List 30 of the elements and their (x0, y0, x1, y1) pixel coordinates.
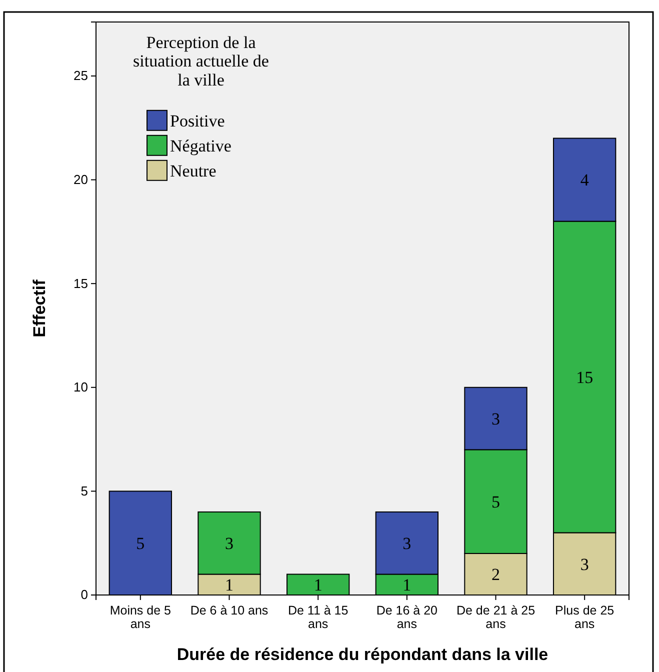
data-label: 3 (580, 554, 589, 574)
x-tick-label: De de 21 à 25 ans (456, 603, 536, 631)
data-label: 5 (492, 492, 500, 512)
data-label: 2 (492, 565, 500, 584)
data-label: 3 (225, 534, 234, 554)
data-label: 15 (576, 368, 594, 387)
x-tick-label: De 11 à 15 ans (288, 603, 348, 631)
data-label: 1 (314, 576, 322, 595)
y-tick-label: 0 (80, 587, 88, 602)
y-axis-title: Effectif (30, 279, 49, 338)
y-tick-label: 15 (74, 276, 88, 291)
x-tick-label: De 6 à 10 ans (190, 603, 268, 618)
legend-label: Positive (170, 111, 225, 130)
legend-label: Négative (170, 136, 232, 156)
data-label: 1 (402, 576, 412, 595)
data-label: 4 (580, 170, 590, 190)
x-tick-label: Plus de 25 ans (555, 603, 614, 631)
y-tick-label: 5 (80, 483, 88, 498)
data-label: 5 (136, 534, 145, 554)
data-label: 1 (225, 576, 234, 595)
x-tick-label: De 16 à 20 ans (376, 603, 438, 631)
x-axis-title: Durée de résidence du répondant dans la ville (176, 645, 548, 664)
x-tick-label: Moins de 5 ans (110, 603, 172, 631)
y-tick-label: 20 (74, 172, 88, 187)
data-label: 3 (402, 534, 412, 554)
legend-title: Perception de la situation actuelle de la ville (133, 33, 269, 90)
y-tick-label: 10 (74, 380, 88, 395)
data-label: 3 (492, 409, 500, 428)
legend-label: Neutre (170, 161, 216, 180)
y-tick-label: 25 (74, 68, 88, 84)
